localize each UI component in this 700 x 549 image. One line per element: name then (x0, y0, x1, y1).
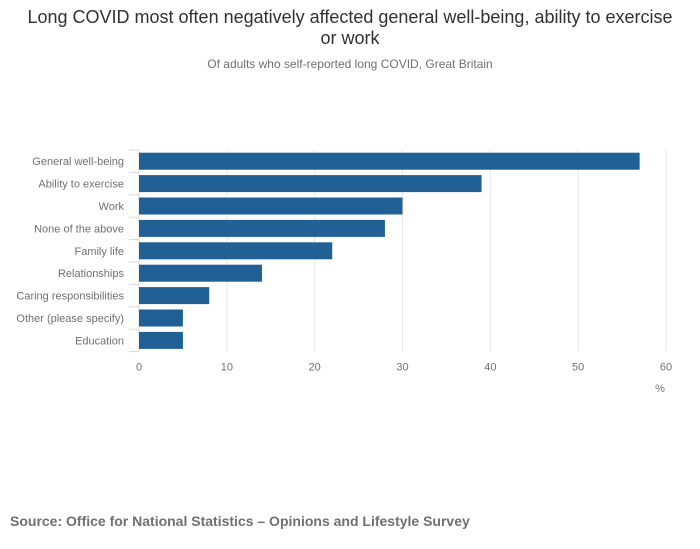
category-label: Other (please specify) (16, 313, 124, 325)
x-tick-label: 30 (396, 362, 408, 374)
bar[interactable] (139, 309, 183, 327)
bars (139, 152, 640, 349)
bar[interactable] (139, 331, 183, 349)
x-tick-label: 0 (136, 362, 142, 374)
category-label: Work (99, 201, 125, 213)
category-label: General well-being (32, 156, 124, 168)
source-note: Source: Office for National Statistics –… (10, 513, 470, 529)
category-label: Caring responsibilities (16, 291, 124, 303)
bar[interactable] (139, 287, 210, 305)
chart-subtitle: Of adults who self-reported long COVID, … (207, 57, 493, 71)
x-tick-label: 20 (309, 362, 321, 374)
x-tick-label: 50 (572, 362, 584, 374)
bar[interactable] (139, 242, 333, 260)
x-tick-labels: 0 10 20 30 40 50 60 (136, 362, 672, 374)
bar[interactable] (139, 264, 262, 282)
bar[interactable] (139, 197, 403, 215)
bar[interactable] (139, 152, 640, 170)
x-axis-unit-label: % (655, 383, 665, 395)
category-labels: General well-being Ability to exercise Wor… (16, 156, 124, 347)
bar[interactable] (139, 175, 482, 193)
category-label: Family life (74, 246, 124, 258)
chart-title: Long COVID most often negatively affecte… (27, 7, 673, 48)
category-label: Relationships (58, 268, 125, 280)
category-label: Ability to exercise (38, 179, 124, 191)
x-tick-label: 10 (221, 362, 233, 374)
category-label: Education (75, 335, 124, 347)
category-label: None of the above (34, 223, 124, 235)
x-tick-label: 40 (484, 362, 496, 374)
bar[interactable] (139, 219, 385, 237)
x-tick-label: 60 (660, 362, 672, 374)
